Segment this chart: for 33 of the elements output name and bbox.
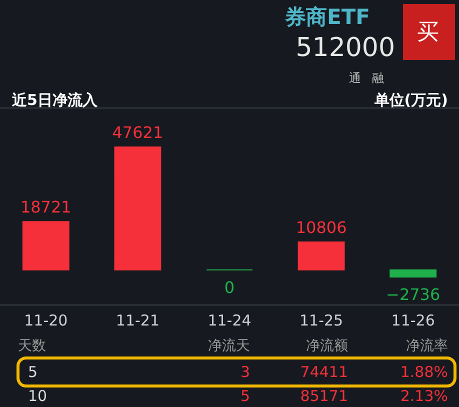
text: 券商ETF [284,5,370,29]
text: 净流天 [208,338,250,354]
text: 5 [240,387,250,405]
text: 单位(万元) [373,91,448,109]
bar [298,242,345,270]
text: 融 [372,71,384,85]
data-label: 10806 [296,218,347,238]
text: 2.13% [400,387,448,405]
bar [390,269,437,278]
text: 85171 [300,387,348,405]
text: 通 [349,71,361,85]
text: 净流率 [406,338,448,354]
data-label: −2736 [386,285,440,304]
text: 天数 [18,338,46,354]
text: 3 [240,363,250,381]
x-tick-label: 11-25 [300,312,344,330]
bar [22,221,70,270]
text: 10 [28,387,48,405]
x-tick-label: 11-26 [391,312,435,330]
x-tick-label: 11-21 [116,312,160,330]
text: 74411 [300,363,348,381]
x-tick-label: 11-20 [24,312,68,330]
x-tick-label: 11-24 [208,312,252,330]
text: 买 [417,20,439,45]
data-label: 47621 [112,123,164,142]
data-label: 18721 [20,198,72,217]
bar [114,146,162,270]
text: 净流额 [306,338,348,354]
chart-title: 近5日净流入 [11,91,98,109]
text: 512000 [296,33,395,63]
data-label: 0 [224,278,235,297]
text: 1.88% [400,363,448,381]
text: 5 [28,363,38,381]
